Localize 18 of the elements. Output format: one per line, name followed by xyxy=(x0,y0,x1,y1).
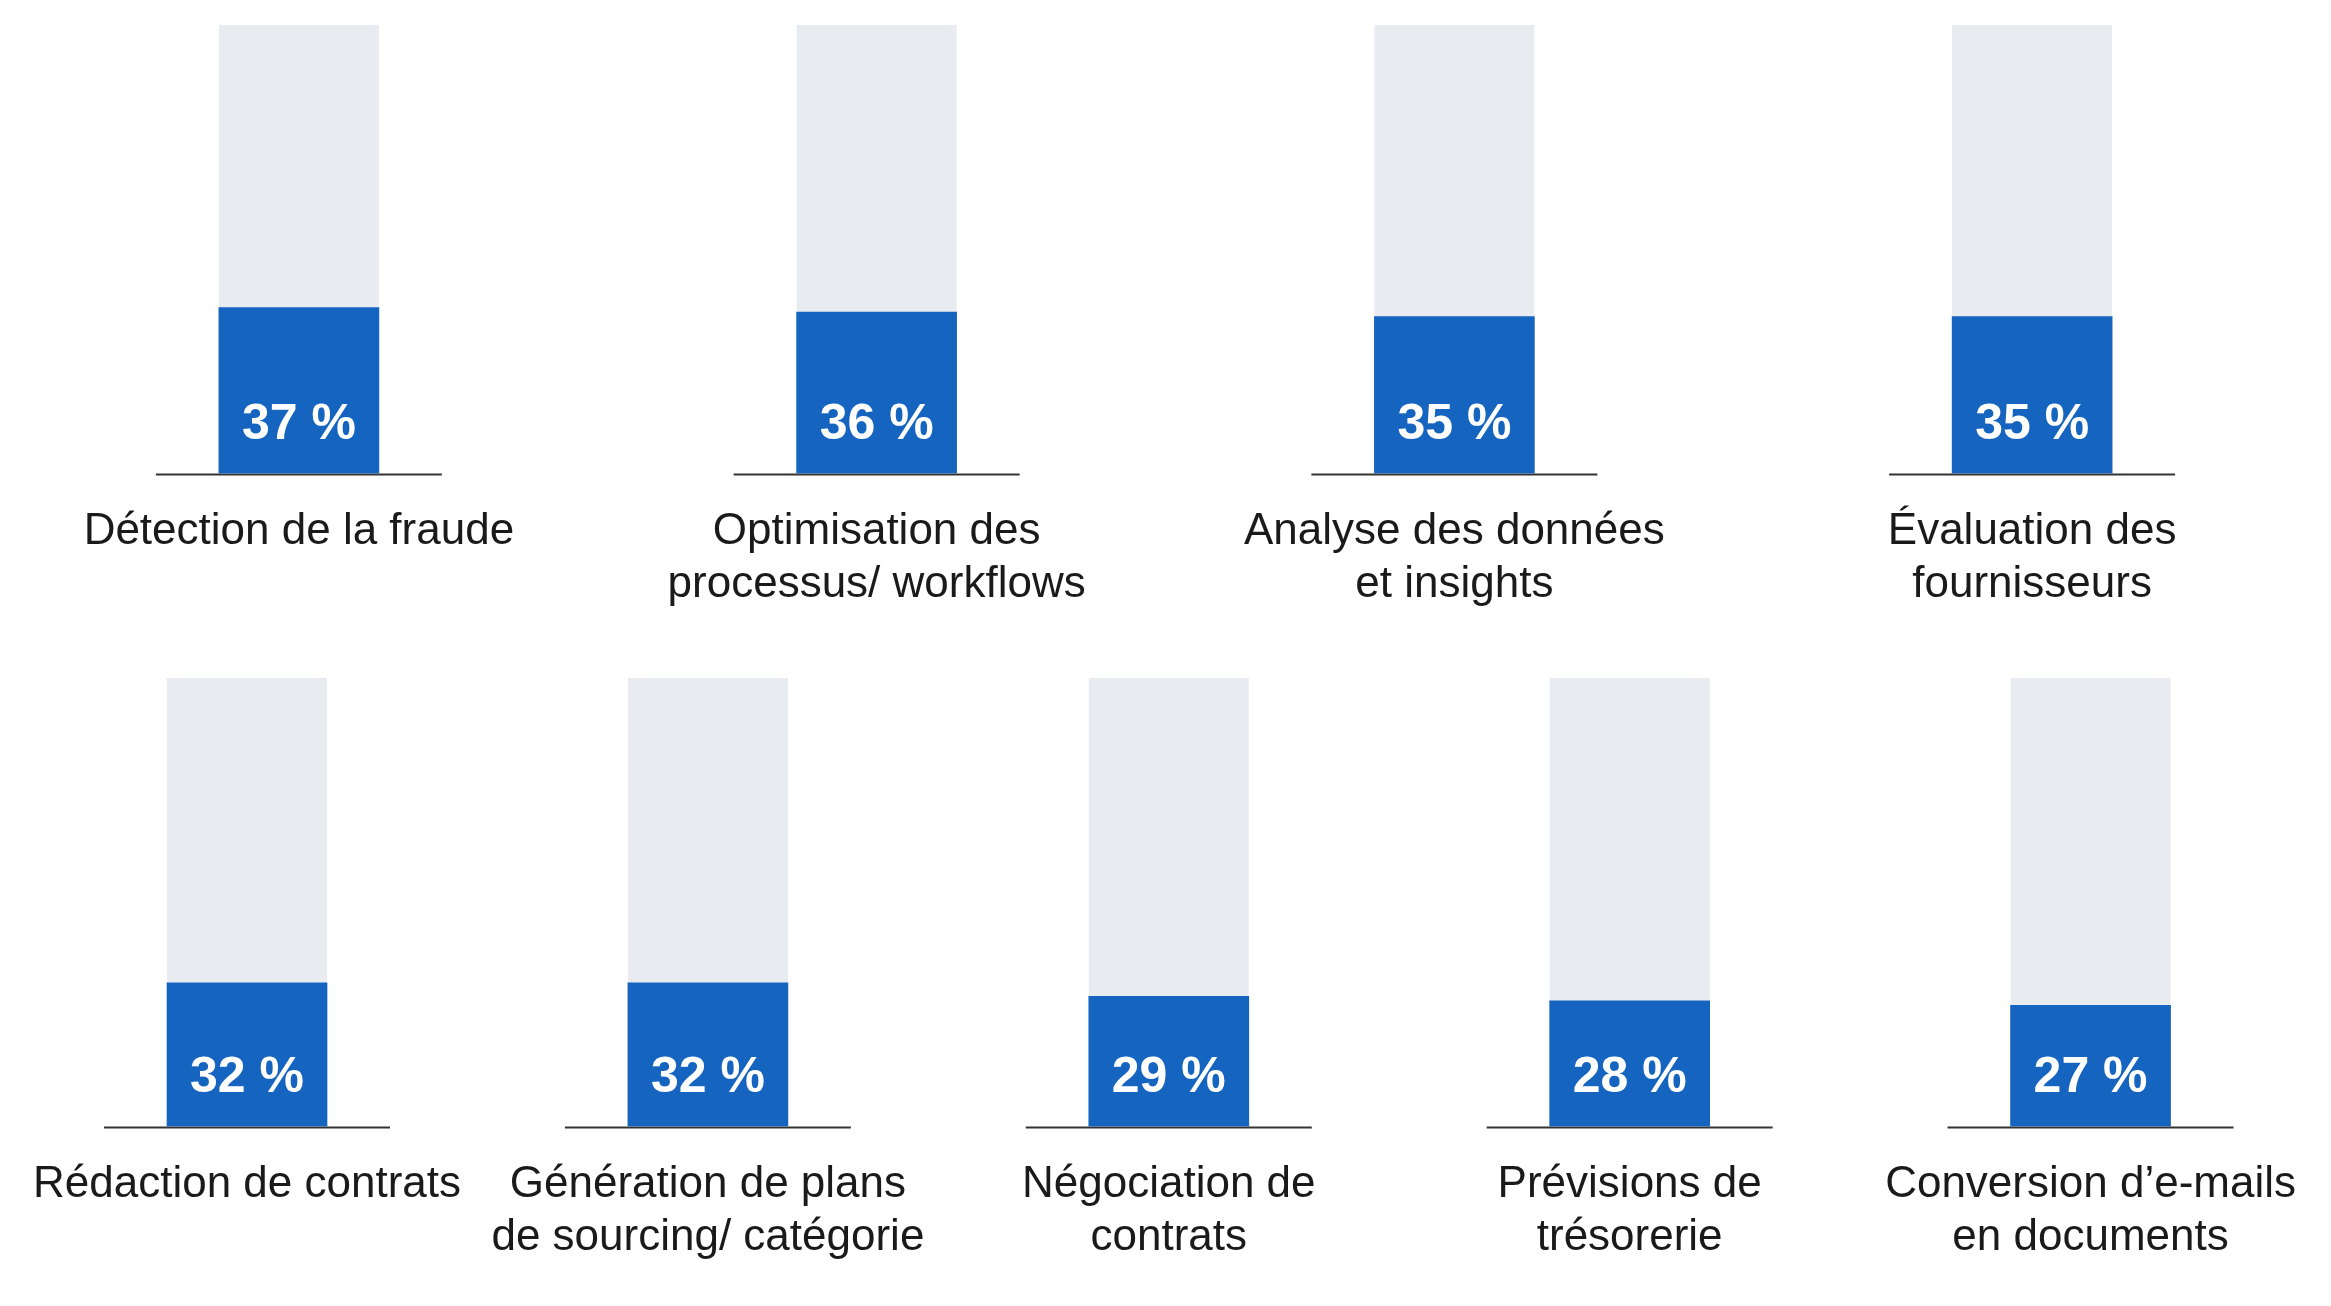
data-label: 37 % xyxy=(241,394,356,451)
x-tick-label: Évaluation des fournisseurs xyxy=(1887,503,2177,606)
x-tick-label: Prévisions de trésorerie xyxy=(1497,1156,1762,1259)
data-label: 32 % xyxy=(650,1047,765,1104)
data-label: 27 % xyxy=(2033,1047,2148,1104)
data-label: 28 % xyxy=(1572,1047,1687,1104)
x-tick-label: Négociation de contrats xyxy=(1022,1156,1316,1259)
data-label: 29 % xyxy=(1111,1047,1226,1104)
data-label: 35 % xyxy=(1397,394,1512,451)
data-label: 36 % xyxy=(819,394,934,451)
data-label: 35 % xyxy=(1975,394,2090,451)
x-tick-label: Conversion d’e-mails en documents xyxy=(1885,1156,2296,1259)
x-tick-label: Détection de la fraude xyxy=(83,503,515,553)
data-label: 32 % xyxy=(190,1047,304,1104)
x-tick-label: Génération de plans de sourcing/ catégorie xyxy=(491,1156,925,1259)
x-tick-label: Rédaction de contrats xyxy=(32,1156,462,1206)
x-tick-label: Optimisation des processus/ workflows xyxy=(667,503,1086,606)
x-tick-label: Analyse des données et insights xyxy=(1244,503,1665,606)
